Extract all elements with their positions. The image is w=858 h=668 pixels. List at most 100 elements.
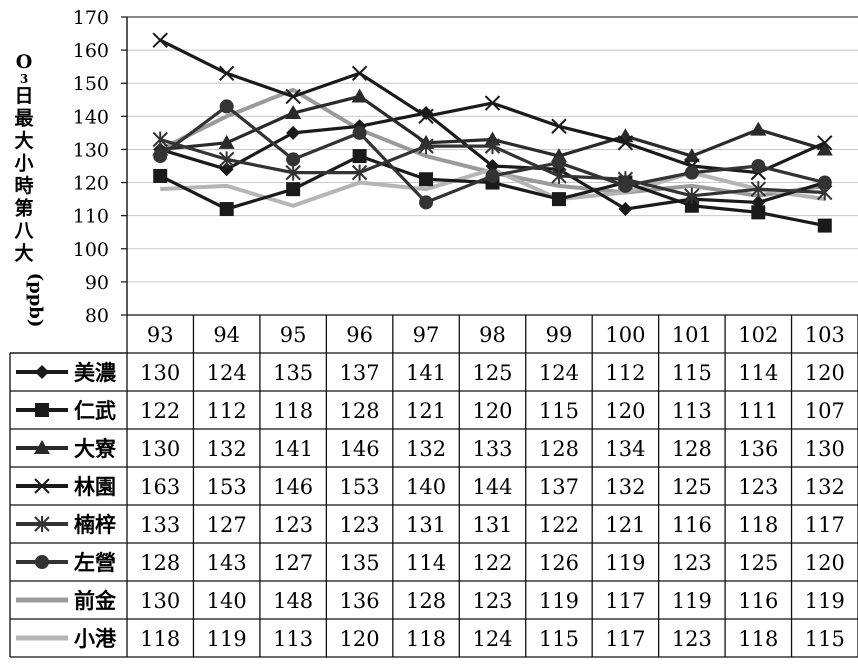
table-cell: 115: [539, 399, 579, 423]
table-cell: 120: [605, 399, 645, 423]
data-point: [219, 99, 234, 114]
legend-label: 美濃: [74, 360, 117, 385]
table-cell: 132: [605, 475, 645, 499]
table-cell: 131: [472, 513, 512, 537]
table-cell: 123: [672, 551, 712, 575]
table-cell: 132: [805, 475, 845, 499]
category-label: 102: [738, 323, 778, 347]
data-point: [751, 159, 766, 173]
table-cell: 120: [340, 627, 380, 651]
legend-label: 左營: [74, 550, 116, 575]
table-cell: 115: [672, 361, 712, 385]
y-label-char: 八: [14, 220, 34, 242]
legend-marker: [34, 440, 50, 454]
table-cell: 163: [140, 475, 180, 499]
x-stroke: [34, 478, 50, 494]
table-cell: 119: [207, 627, 247, 651]
table-cell: 135: [273, 361, 313, 385]
category-label: 93: [147, 323, 174, 347]
table-cell: 132: [406, 437, 446, 461]
plot-area: [126, 16, 858, 315]
table-cell: 124: [207, 361, 247, 385]
table-cell: 118: [273, 399, 313, 423]
table-cell: 128: [340, 399, 380, 423]
table-cell: 144: [472, 475, 512, 499]
table-cell: 121: [406, 399, 446, 423]
x-stroke: [617, 135, 634, 151]
series-左營: [153, 99, 832, 210]
y-label-char: 大: [14, 242, 33, 265]
data-point: [817, 218, 832, 233]
table-cell: 126: [539, 551, 579, 575]
table-cell: 112: [207, 399, 247, 423]
data-point: [551, 155, 566, 170]
series-楠梓: [152, 131, 833, 204]
category-label: 103: [805, 323, 845, 347]
table-cell: 113: [672, 399, 712, 423]
data-point: [551, 192, 566, 207]
data-point: [618, 202, 633, 217]
table-cell: 130: [140, 361, 180, 385]
table-cell: 118: [738, 627, 778, 651]
data-point: [351, 164, 368, 181]
table-cell: 130: [140, 437, 180, 461]
data-point: [286, 152, 301, 167]
data-table: 93 94 95 96 97 98 99 100 101 102 103 美濃 130 124 135 137…: [9, 314, 858, 658]
series-林園: [152, 32, 833, 181]
table-cell: 128: [140, 551, 180, 575]
table-row: 前金 130 140 148 136 128 123 119 117 119 116 119: [16, 588, 845, 613]
y-label-char: 日: [14, 85, 33, 107]
legend-marker: [35, 403, 49, 417]
x-stroke: [152, 32, 168, 48]
table-cell: 117: [605, 627, 645, 651]
table-cell: 143: [207, 551, 247, 575]
table-cell: 136: [738, 437, 778, 461]
table-cell: 140: [406, 475, 446, 499]
data-point: [617, 135, 634, 151]
table-cell: 118: [738, 513, 778, 537]
data-point: [218, 65, 235, 81]
data-point: [750, 121, 767, 136]
legend-label: 林園: [74, 474, 116, 499]
table-cell: 117: [605, 589, 645, 613]
table-cell: 112: [605, 361, 645, 385]
table-cell: 120: [805, 551, 845, 575]
table-cell: 123: [672, 627, 712, 651]
table-cell: 114: [406, 551, 446, 575]
y-tick-label: 130: [73, 139, 109, 161]
table-cell: 114: [738, 361, 778, 385]
table-cell: 115: [805, 627, 845, 651]
table-cell: 116: [672, 513, 712, 537]
table-cell: 121: [605, 513, 645, 537]
legend-marker: [35, 555, 49, 569]
table-cell: 116: [738, 589, 778, 613]
data-point: [751, 205, 766, 220]
table-cell: 130: [140, 589, 180, 613]
x-stroke: [218, 65, 235, 81]
table-cell: 137: [340, 361, 380, 385]
y-tick-labels: 80 90 100 110 120 130 140 150 160 170: [73, 7, 109, 327]
table-cell: 128: [539, 437, 579, 461]
table-cell: 122: [472, 551, 512, 575]
table-cell: 146: [340, 437, 380, 461]
data-point: [618, 178, 633, 193]
category-label: 100: [605, 323, 645, 347]
y-tick-label: 120: [73, 173, 109, 195]
legend-label: 前金: [74, 588, 117, 613]
table-cell: 123: [738, 475, 778, 499]
table-cell: 125: [738, 551, 778, 575]
data-point: [286, 125, 301, 140]
data-point: [419, 195, 434, 210]
table-row: 大寮 130 132 141 146 132 133 128 134 128 136 130: [16, 436, 845, 461]
y-tick-label: 140: [73, 106, 109, 128]
table-row: 小港 118 119 113 120 118 124 115 117 123 118 115: [16, 626, 845, 651]
x-stroke: [285, 88, 301, 105]
data-point: [153, 149, 168, 164]
table-row: 左營 128 143 127 135 114 122 126 119 123 125 120: [16, 550, 845, 575]
table-cell: 123: [472, 589, 512, 613]
table-cell: 125: [472, 361, 512, 385]
table-cell: 136: [340, 589, 380, 613]
table-cell: 123: [273, 513, 313, 537]
